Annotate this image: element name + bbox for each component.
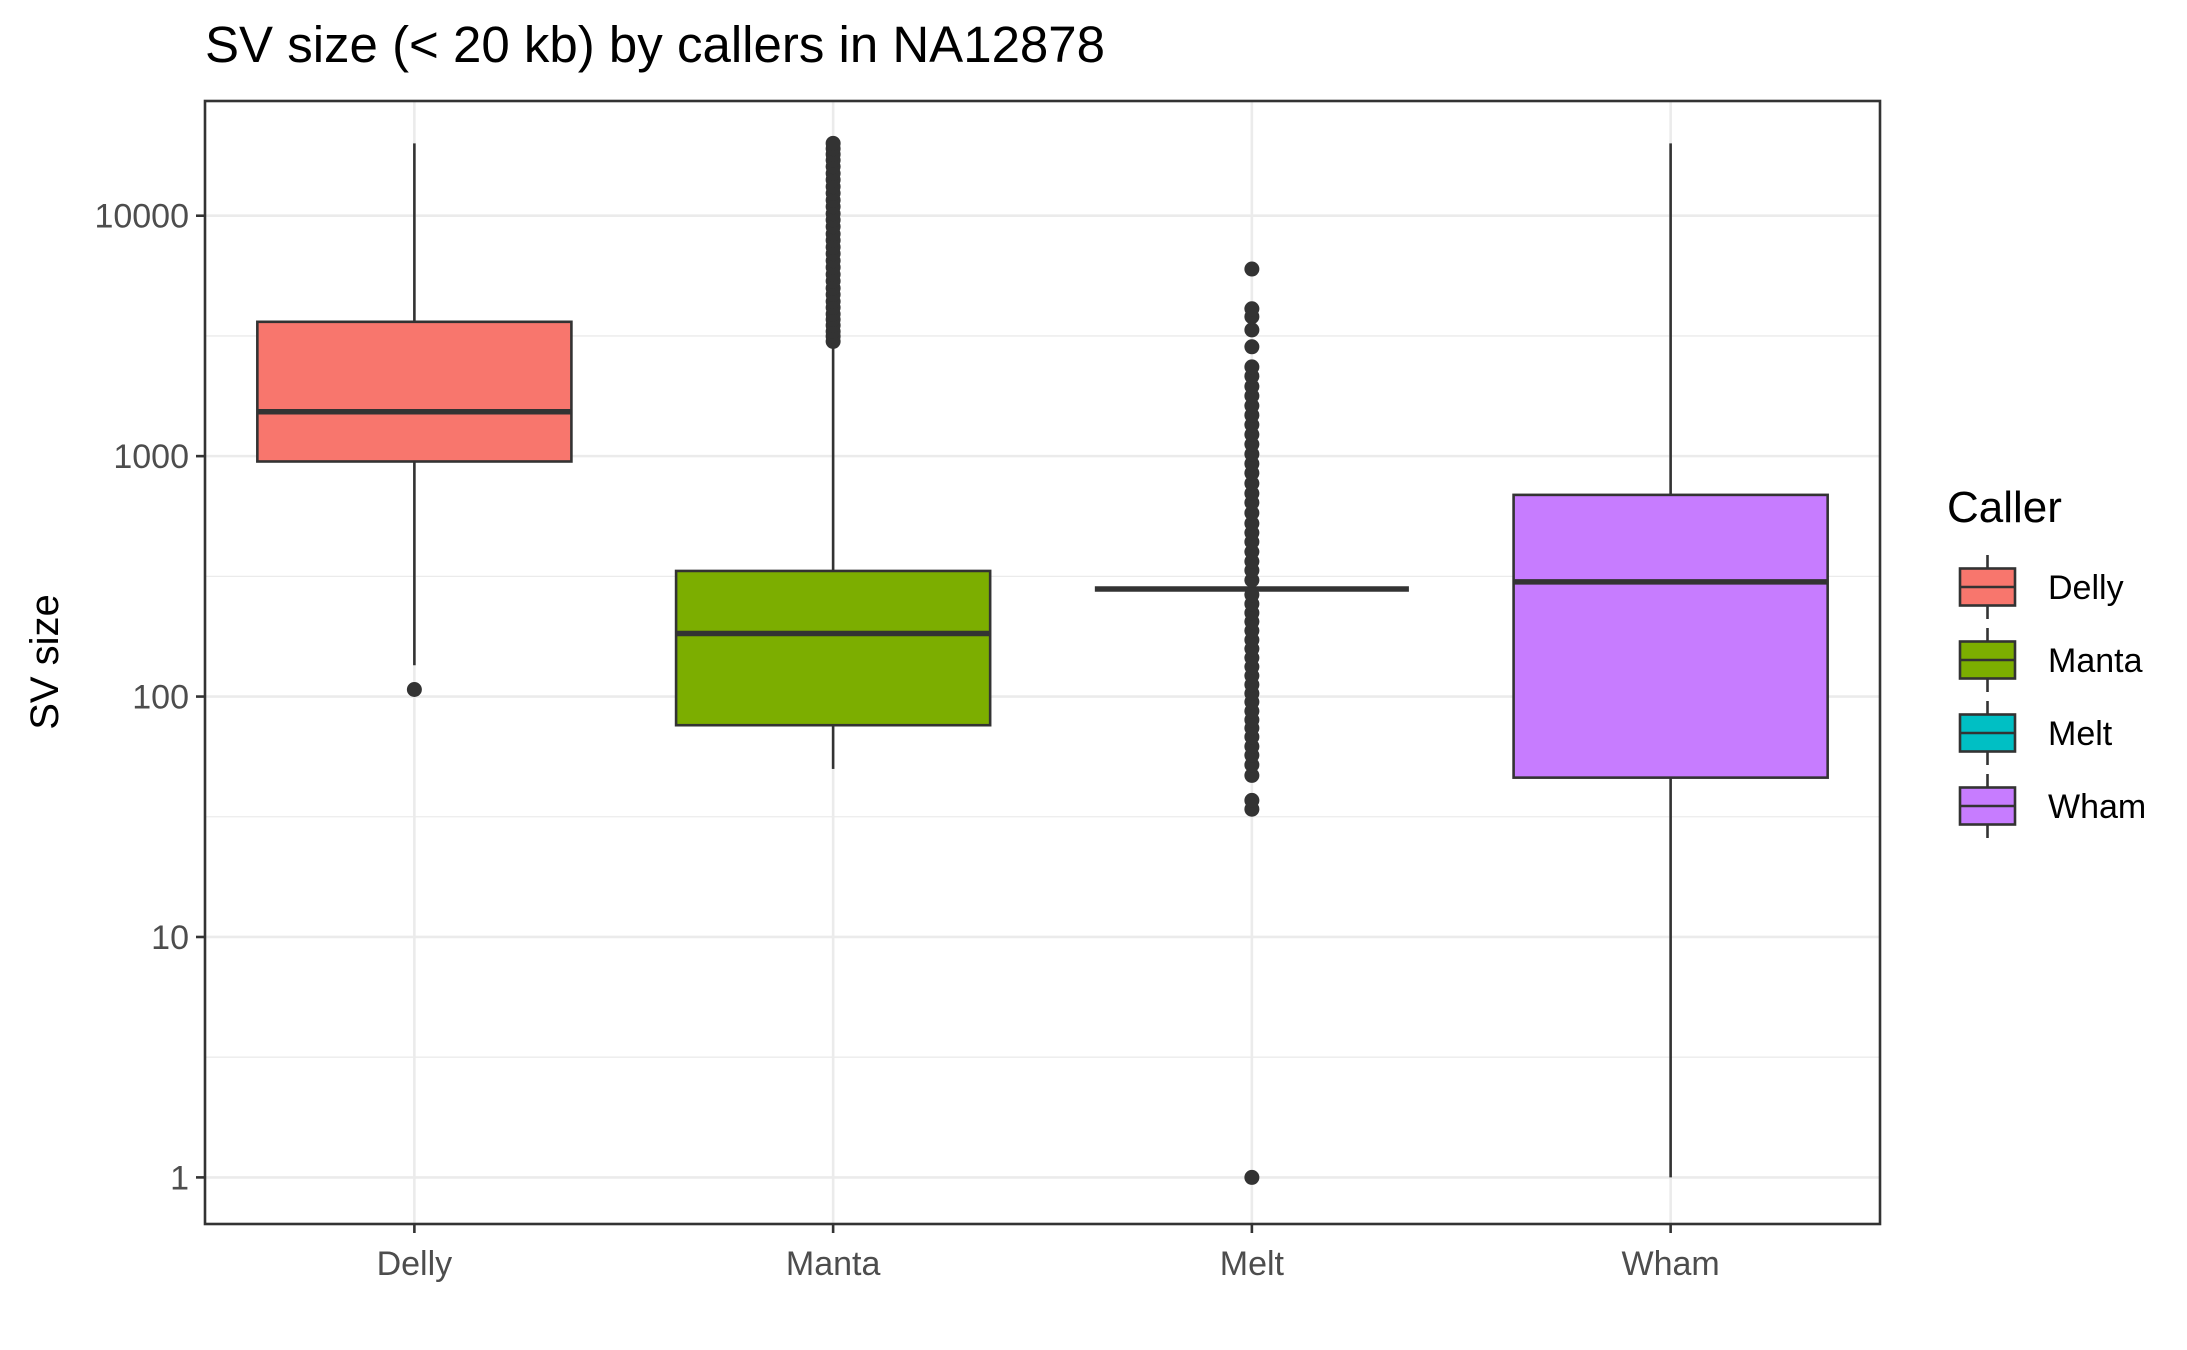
x-tick-label: Wham xyxy=(1622,1245,1720,1283)
outlier-point xyxy=(825,135,841,151)
legend-item-manta: Manta xyxy=(1958,628,2143,692)
outlier-point xyxy=(1244,339,1260,355)
box-group-melt xyxy=(1094,261,1409,1185)
legend-title: Caller xyxy=(1947,483,2062,532)
outlier-point xyxy=(1244,792,1260,808)
legend-label: Wham xyxy=(2048,788,2146,826)
outlier-point xyxy=(1244,515,1260,531)
outlier-point xyxy=(1244,301,1260,317)
outlier-point xyxy=(1244,475,1260,491)
box-group-delly xyxy=(256,143,573,697)
y-tick-label: 100 xyxy=(132,679,189,717)
box xyxy=(1512,493,1829,779)
legend-label: Delly xyxy=(2048,569,2124,607)
y-tick-label: 10 xyxy=(151,919,189,957)
panel-border xyxy=(203,99,1882,1226)
chart-title: SV size (< 20 kb) by callers in NA12878 xyxy=(205,16,1105,73)
legend-label: Manta xyxy=(2048,642,2143,680)
plot-panel xyxy=(203,99,1882,1226)
y-tick-label: 10000 xyxy=(94,198,189,236)
x-tick-label: Melt xyxy=(1220,1245,1285,1283)
box-group-manta xyxy=(674,135,992,769)
box-group-wham xyxy=(1512,143,1829,1178)
outlier-point xyxy=(1244,322,1260,338)
x-tick-label: Manta xyxy=(786,1245,881,1283)
outlier-point xyxy=(406,681,422,697)
y-tick-label: 1000 xyxy=(113,438,189,476)
legend-item-wham: Wham xyxy=(1958,774,2146,838)
y-axis-title: SV size xyxy=(23,594,67,730)
outlier-point xyxy=(1244,505,1260,521)
outlier-point xyxy=(1244,1169,1260,1185)
outlier-point xyxy=(1244,587,1260,603)
legend-item-delly: Delly xyxy=(1958,555,2124,619)
box xyxy=(256,320,573,463)
legend-item-melt: Melt xyxy=(1958,701,2113,765)
legend: Caller Delly Manta Melt Wham xyxy=(1947,483,2146,838)
outlier-point xyxy=(1244,359,1260,375)
box xyxy=(674,569,992,727)
outlier-point xyxy=(1244,767,1260,783)
outlier-point xyxy=(1244,261,1260,277)
x-tick-label: Delly xyxy=(377,1245,453,1283)
y-tick-label: 1 xyxy=(170,1159,189,1197)
legend-label: Melt xyxy=(2048,715,2113,753)
